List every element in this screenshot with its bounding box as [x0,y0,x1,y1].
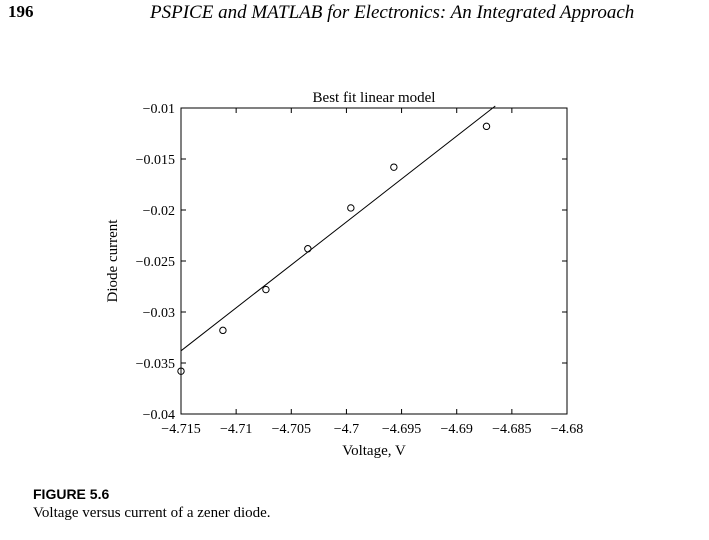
x-tick-label: −4.7 [334,422,359,437]
x-tick-label: −4.695 [382,422,421,437]
chart-title: Best fit linear model [313,90,436,106]
y-tick-label: −0.03 [143,306,175,321]
figure-label: FIGURE 5.6 [33,486,110,502]
x-tick-label: −4.715 [161,422,200,437]
x-axis: −4.715 −4.71 −4.705 −4.7 −4.695 −4.69 −4.685 −4… [161,108,583,437]
y-axis: −0.04 −0.035 −0.03 −0.025 −0.02 −0.015 −0.01 [136,102,567,423]
data-point [219,326,227,335]
y-tick-label: −0.01 [143,102,175,117]
y-axis-label: Diode current [105,219,121,303]
running-header: PSPICE and MATLAB for Electronics: An In… [150,2,635,23]
figure-caption: Voltage versus current of a zener diode. [33,505,271,521]
y-tick-label: −0.025 [136,255,175,270]
x-tick-label: −4.705 [272,422,311,437]
data-point [304,245,312,253]
y-tick-label: −0.04 [143,408,175,423]
x-tick-label: −4.68 [551,422,583,437]
data-point [482,122,491,131]
x-tick-label: −4.685 [492,422,531,437]
data-point [347,204,355,212]
x-axis-label: Voltage, V [342,443,406,459]
y-tick-label: −0.02 [143,204,175,219]
data-point [177,367,185,375]
data-point [390,163,398,171]
x-tick-label: −4.71 [220,422,252,437]
x-tick-label: −4.69 [441,422,473,437]
page-number: 196 [8,2,34,21]
plot-frame [180,107,568,415]
data-point [262,285,270,294]
plot-area [177,105,496,375]
y-tick-label: −0.035 [136,357,175,372]
y-tick-label: −0.015 [136,153,175,168]
best-fit-line [180,105,496,352]
